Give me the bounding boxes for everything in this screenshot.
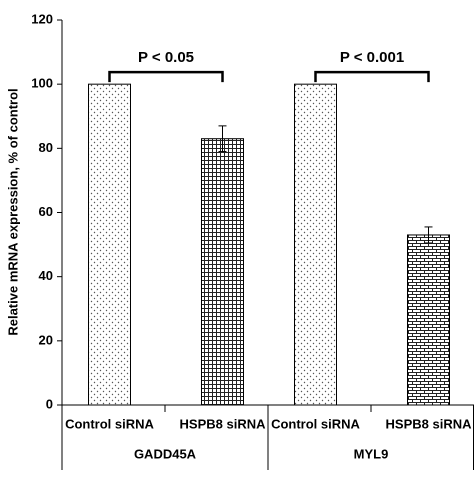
- y-tick-label: 100: [31, 76, 53, 91]
- y-axis-title: Relative mRNA expression, % of control: [5, 88, 20, 335]
- y-tick-label: 0: [46, 396, 53, 411]
- bar: [294, 83, 337, 406]
- y-tick-label: 80: [39, 140, 53, 155]
- significance-bracket: [108, 70, 224, 83]
- significance-bracket: [314, 70, 430, 83]
- y-tick-label: 60: [39, 204, 53, 219]
- significance-label: P < 0.05: [138, 49, 194, 66]
- x-tick-label: HSPB8 siRNA: [386, 416, 473, 431]
- significance-label: P < 0.001: [340, 49, 404, 66]
- x-tick-label: Control siRNA: [65, 416, 154, 431]
- y-tick-label: 40: [39, 268, 53, 283]
- group-label: MYL9: [354, 446, 389, 461]
- x-tick-label: Control siRNA: [271, 416, 360, 431]
- bar: [88, 83, 131, 406]
- y-tick-label: 20: [39, 332, 53, 347]
- x-tick-label: HSPB8 siRNA: [180, 416, 267, 431]
- group-label: GADD45A: [134, 446, 197, 461]
- y-tick-label: 120: [31, 11, 53, 26]
- bar: [407, 234, 450, 406]
- bar: [201, 138, 244, 406]
